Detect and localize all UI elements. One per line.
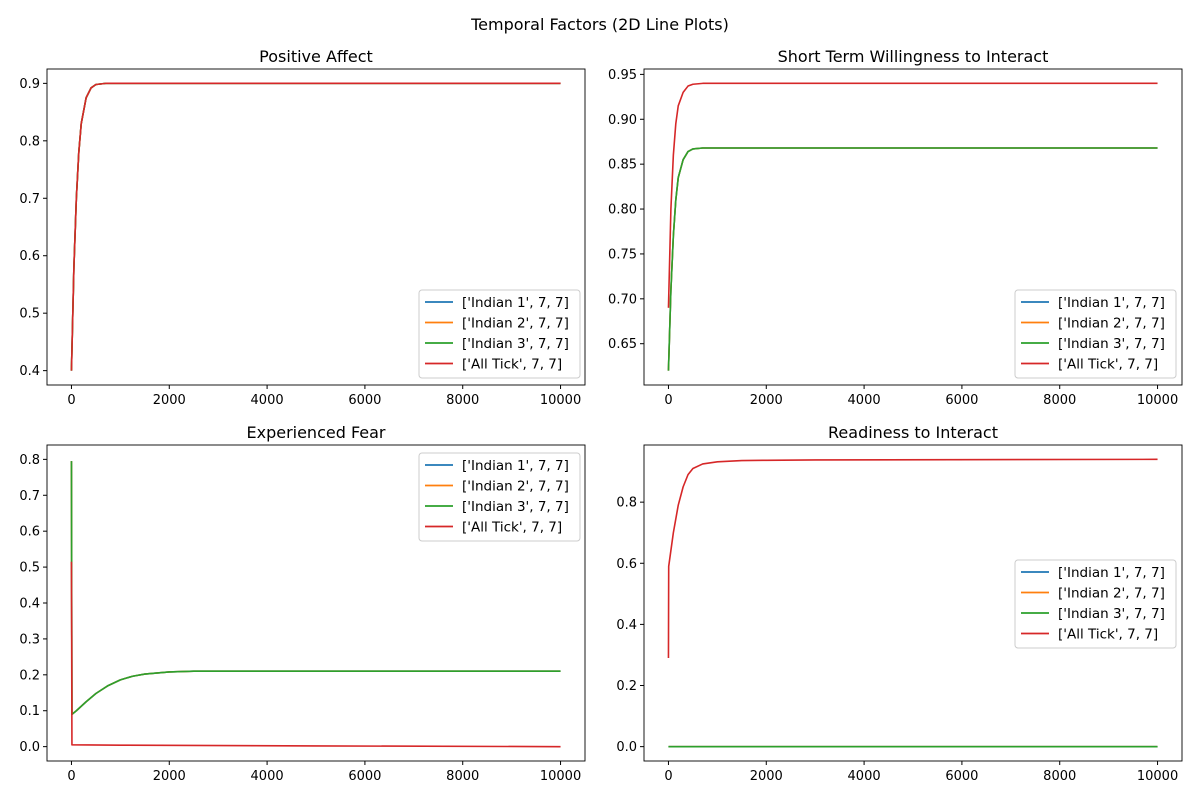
axes-frame bbox=[46, 68, 586, 386]
series-line-4 bbox=[70, 82, 561, 371]
x-tick-label: 6000 bbox=[348, 769, 381, 784]
legend-box bbox=[1014, 559, 1177, 649]
subplot-positive-affect: Positive Affect 0 2000 4000 6000 8000 10000 0.… bbox=[19, 47, 586, 408]
x-tick-label: 4000 bbox=[251, 393, 284, 408]
series-line-3 bbox=[70, 461, 561, 716]
x-tick-label: 2000 bbox=[750, 769, 783, 784]
legend-entry: ['Indian 1', 7, 7] bbox=[462, 458, 569, 474]
legend-entry: ['All Tick', 7, 7] bbox=[462, 520, 562, 536]
y-tick-label: 0.75 bbox=[608, 247, 637, 262]
y-tick-label: 0.0 bbox=[19, 740, 40, 755]
x-tick-label: 4000 bbox=[251, 769, 284, 784]
y-tick-label: 0.7 bbox=[19, 192, 40, 207]
subplot-title: Positive Affect bbox=[259, 47, 373, 66]
y-tick-label: 0.5 bbox=[19, 561, 40, 576]
subplot-readiness-to-interact: Readiness to Interact 0 2000 4000 6000 8000 1… bbox=[616, 423, 1183, 784]
x-tick-label: 0 bbox=[664, 393, 672, 408]
legend-entry: ['Indian 1', 7, 7] bbox=[462, 295, 569, 311]
x-tick-label: 2000 bbox=[153, 393, 186, 408]
y-tick-label: 0.4 bbox=[19, 364, 40, 379]
y-tick-label: 0.0 bbox=[616, 740, 637, 755]
x-tick-label: 6000 bbox=[945, 769, 978, 784]
series-line-4 bbox=[667, 458, 1158, 659]
x-tick-label: 4000 bbox=[848, 769, 881, 784]
x-tick-label: 6000 bbox=[945, 393, 978, 408]
y-tick-label: 0.85 bbox=[608, 158, 637, 173]
legend-entry: ['Indian 1', 7, 7] bbox=[1058, 565, 1165, 581]
x-tick-label: 10000 bbox=[540, 393, 581, 408]
y-tick-label: 0.80 bbox=[608, 203, 637, 218]
series-line-4 bbox=[667, 82, 1158, 308]
y-tick-label: 0.8 bbox=[19, 134, 40, 149]
x-tick-label: 0 bbox=[664, 769, 672, 784]
legend: ['Indian 1', 7, 7] ['Indian 2', 7, 7] ['In… bbox=[418, 452, 581, 542]
y-tick-label: 0.9 bbox=[19, 77, 40, 92]
axes-frame bbox=[643, 68, 1183, 386]
legend-entry: ['Indian 2', 7, 7] bbox=[462, 316, 569, 332]
axes-frame bbox=[643, 444, 1183, 762]
y-tick-label: 0.8 bbox=[616, 496, 637, 511]
legend: ['Indian 1', 7, 7] ['Indian 2', 7, 7] ['In… bbox=[1014, 559, 1177, 649]
y-tick-label: 0.90 bbox=[608, 113, 637, 128]
legend-entry: ['Indian 3', 7, 7] bbox=[462, 336, 569, 352]
subplot-title: Readiness to Interact bbox=[828, 423, 998, 442]
legend-entry: ['Indian 2', 7, 7] bbox=[462, 479, 569, 495]
subplot-experienced-fear: Experienced Fear 0 2000 4000 6000 8000 10000 0… bbox=[19, 423, 586, 784]
x-tick-label: 10000 bbox=[1137, 393, 1178, 408]
legend-entry: ['Indian 2', 7, 7] bbox=[1058, 586, 1165, 602]
y-tick-label: 0.70 bbox=[608, 292, 637, 307]
y-tick-label: 0.6 bbox=[19, 249, 40, 264]
y-tick-label: 0.2 bbox=[616, 679, 637, 694]
axes-frame bbox=[46, 444, 586, 762]
x-tick-label: 8000 bbox=[446, 393, 479, 408]
subplot-short-term-willingness: Short Term Willingness to Interact 0 2000… bbox=[608, 47, 1183, 408]
legend: ['Indian 1', 7, 7] ['Indian 2', 7, 7] ['In… bbox=[418, 289, 581, 379]
series-line-4 bbox=[70, 561, 561, 748]
legend-box bbox=[418, 452, 581, 542]
y-tick-label: 0.5 bbox=[19, 307, 40, 322]
y-tick-label: 0.1 bbox=[19, 704, 40, 719]
x-tick-label: 8000 bbox=[446, 769, 479, 784]
y-tick-label: 0.8 bbox=[19, 453, 40, 468]
y-tick-label: 0.4 bbox=[19, 597, 40, 612]
legend-entry: ['Indian 1', 7, 7] bbox=[1058, 295, 1165, 311]
y-tick-label: 0.2 bbox=[19, 668, 40, 683]
subplot-title: Short Term Willingness to Interact bbox=[778, 47, 1049, 66]
subplot-title: Experienced Fear bbox=[246, 423, 385, 442]
legend-entry: ['Indian 3', 7, 7] bbox=[1058, 336, 1165, 352]
y-tick-label: 0.6 bbox=[19, 525, 40, 540]
legend-entry: ['All Tick', 7, 7] bbox=[1058, 627, 1158, 643]
legend-entry: ['Indian 3', 7, 7] bbox=[1058, 606, 1165, 622]
x-tick-label: 0 bbox=[67, 769, 75, 784]
y-tick-label: 0.3 bbox=[19, 632, 40, 647]
x-tick-label: 10000 bbox=[1137, 769, 1178, 784]
legend-box bbox=[1014, 289, 1177, 379]
x-tick-label: 8000 bbox=[1043, 769, 1076, 784]
y-tick-label: 0.4 bbox=[616, 618, 637, 633]
legend-entry: ['Indian 3', 7, 7] bbox=[462, 499, 569, 515]
figure-suptitle: Temporal Factors (2D Line Plots) bbox=[470, 15, 729, 34]
legend-entry: ['All Tick', 7, 7] bbox=[462, 357, 562, 373]
x-tick-label: 10000 bbox=[540, 769, 581, 784]
series-line-3 bbox=[667, 147, 1158, 371]
x-tick-label: 4000 bbox=[848, 393, 881, 408]
y-tick-label: 0.6 bbox=[616, 557, 637, 572]
x-tick-label: 2000 bbox=[153, 769, 186, 784]
x-tick-label: 8000 bbox=[1043, 393, 1076, 408]
y-tick-label: 0.7 bbox=[19, 489, 40, 504]
x-tick-label: 0 bbox=[67, 393, 75, 408]
legend-box bbox=[418, 289, 581, 379]
legend-entry: ['All Tick', 7, 7] bbox=[1058, 357, 1158, 373]
legend: ['Indian 1', 7, 7] ['Indian 2', 7, 7] ['In… bbox=[1014, 289, 1177, 379]
legend-entry: ['Indian 2', 7, 7] bbox=[1058, 316, 1165, 332]
y-tick-label: 0.65 bbox=[608, 337, 637, 352]
x-tick-label: 2000 bbox=[750, 393, 783, 408]
x-tick-label: 6000 bbox=[348, 393, 381, 408]
y-tick-label: 0.95 bbox=[608, 68, 637, 83]
